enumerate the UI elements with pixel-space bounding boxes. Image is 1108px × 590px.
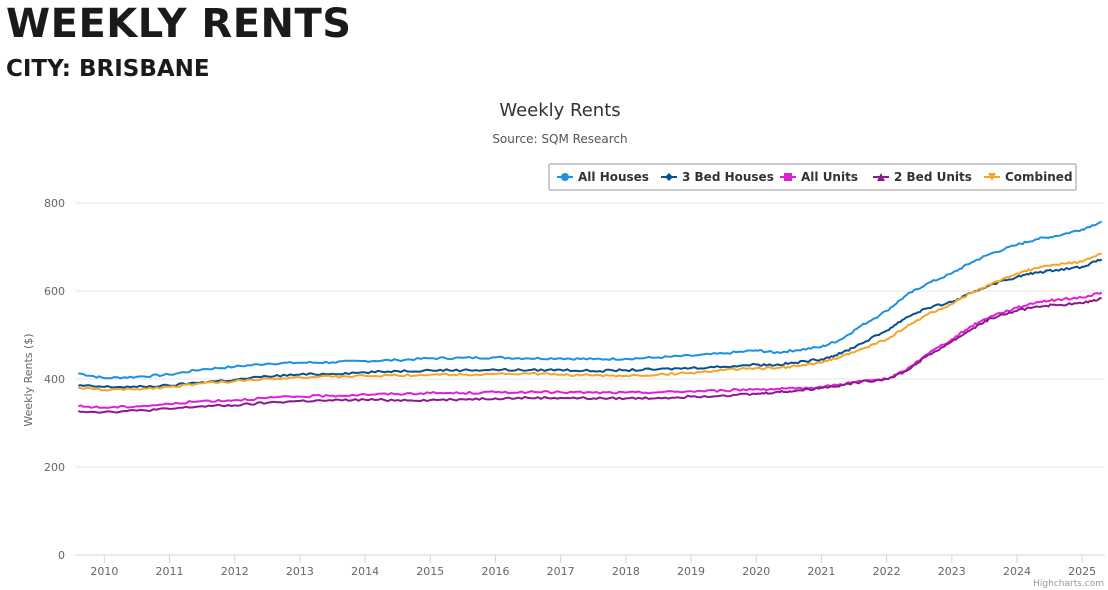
x-tick-label: 2018 bbox=[612, 565, 640, 578]
legend-box bbox=[548, 163, 1077, 191]
y-axis: 0 200 400 600 800 bbox=[44, 197, 65, 562]
x-tick-label: 2019 bbox=[677, 565, 705, 578]
legend-label: All Houses bbox=[578, 170, 649, 184]
y-tick-label: 400 bbox=[44, 373, 65, 386]
y-axis-title: Weekly Rents ($) bbox=[22, 333, 35, 426]
diamond-marker-icon bbox=[665, 173, 673, 181]
y-tick-label: 0 bbox=[58, 549, 65, 562]
chart-subtitle: Source: SQM Research bbox=[492, 132, 627, 146]
credits-link[interactable]: Highcharts.com bbox=[1033, 579, 1104, 589]
page-title: WEEKLY RENTS bbox=[6, 1, 352, 47]
y-tick-label: 800 bbox=[44, 197, 65, 210]
series-line-all-houses[interactable] bbox=[78, 220, 1103, 380]
x-tick-label: 2020 bbox=[742, 565, 770, 578]
y-tick-label: 200 bbox=[44, 461, 65, 474]
x-tick-label: 2013 bbox=[286, 565, 314, 578]
y-tick-label: 600 bbox=[44, 285, 65, 298]
legend: All Houses 3 Bed Houses All Units 2 Bed Uni… bbox=[548, 163, 1077, 191]
x-tick-label: 2012 bbox=[221, 565, 249, 578]
legend-label: Combined bbox=[1005, 170, 1073, 184]
x-tick-label: 2015 bbox=[416, 565, 444, 578]
square-marker-icon bbox=[784, 173, 792, 181]
chart-title: Weekly Rents bbox=[499, 100, 620, 121]
x-tick-label: 2016 bbox=[481, 565, 509, 578]
triangle-down-marker-icon bbox=[988, 173, 996, 181]
x-tick-label: 2025 bbox=[1068, 565, 1096, 578]
legend-item-all-units[interactable]: All Units bbox=[780, 170, 858, 184]
series-line-all-units[interactable] bbox=[77, 291, 1103, 409]
triangle-marker-icon bbox=[877, 173, 885, 181]
legend-label: 3 Bed Houses bbox=[682, 170, 774, 184]
legend-item-2-bed-units[interactable]: 2 Bed Units bbox=[873, 170, 972, 184]
legend-item-combined[interactable]: Combined bbox=[984, 170, 1073, 184]
series-line-2-bed-units[interactable] bbox=[78, 297, 1102, 414]
legend-item-3-bed-houses[interactable]: 3 Bed Houses bbox=[661, 170, 774, 184]
grid-lines bbox=[75, 202, 1105, 468]
page-subtitle: CITY: BRISBANE bbox=[6, 56, 210, 82]
series-lines bbox=[77, 220, 1103, 414]
legend-label: 2 Bed Units bbox=[894, 170, 972, 184]
x-tick-label: 2021 bbox=[807, 565, 835, 578]
legend-label: All Units bbox=[801, 170, 858, 184]
x-tick-label: 2017 bbox=[547, 565, 575, 578]
x-tick-label: 2024 bbox=[1003, 565, 1031, 578]
x-tick-label: 2010 bbox=[90, 565, 118, 578]
circle-marker-icon bbox=[561, 173, 569, 181]
x-axis: 2010 2011 2012 2013 2014 2015 2016 2017 2018 2019… bbox=[75, 554, 1105, 578]
series-line-combined[interactable] bbox=[78, 252, 1102, 392]
x-tick-label: 2011 bbox=[156, 565, 184, 578]
x-tick-label: 2023 bbox=[938, 565, 966, 578]
legend-item-all-houses[interactable]: All Houses bbox=[557, 170, 649, 184]
x-tick-label: 2014 bbox=[351, 565, 379, 578]
x-tick-label: 2022 bbox=[873, 565, 901, 578]
